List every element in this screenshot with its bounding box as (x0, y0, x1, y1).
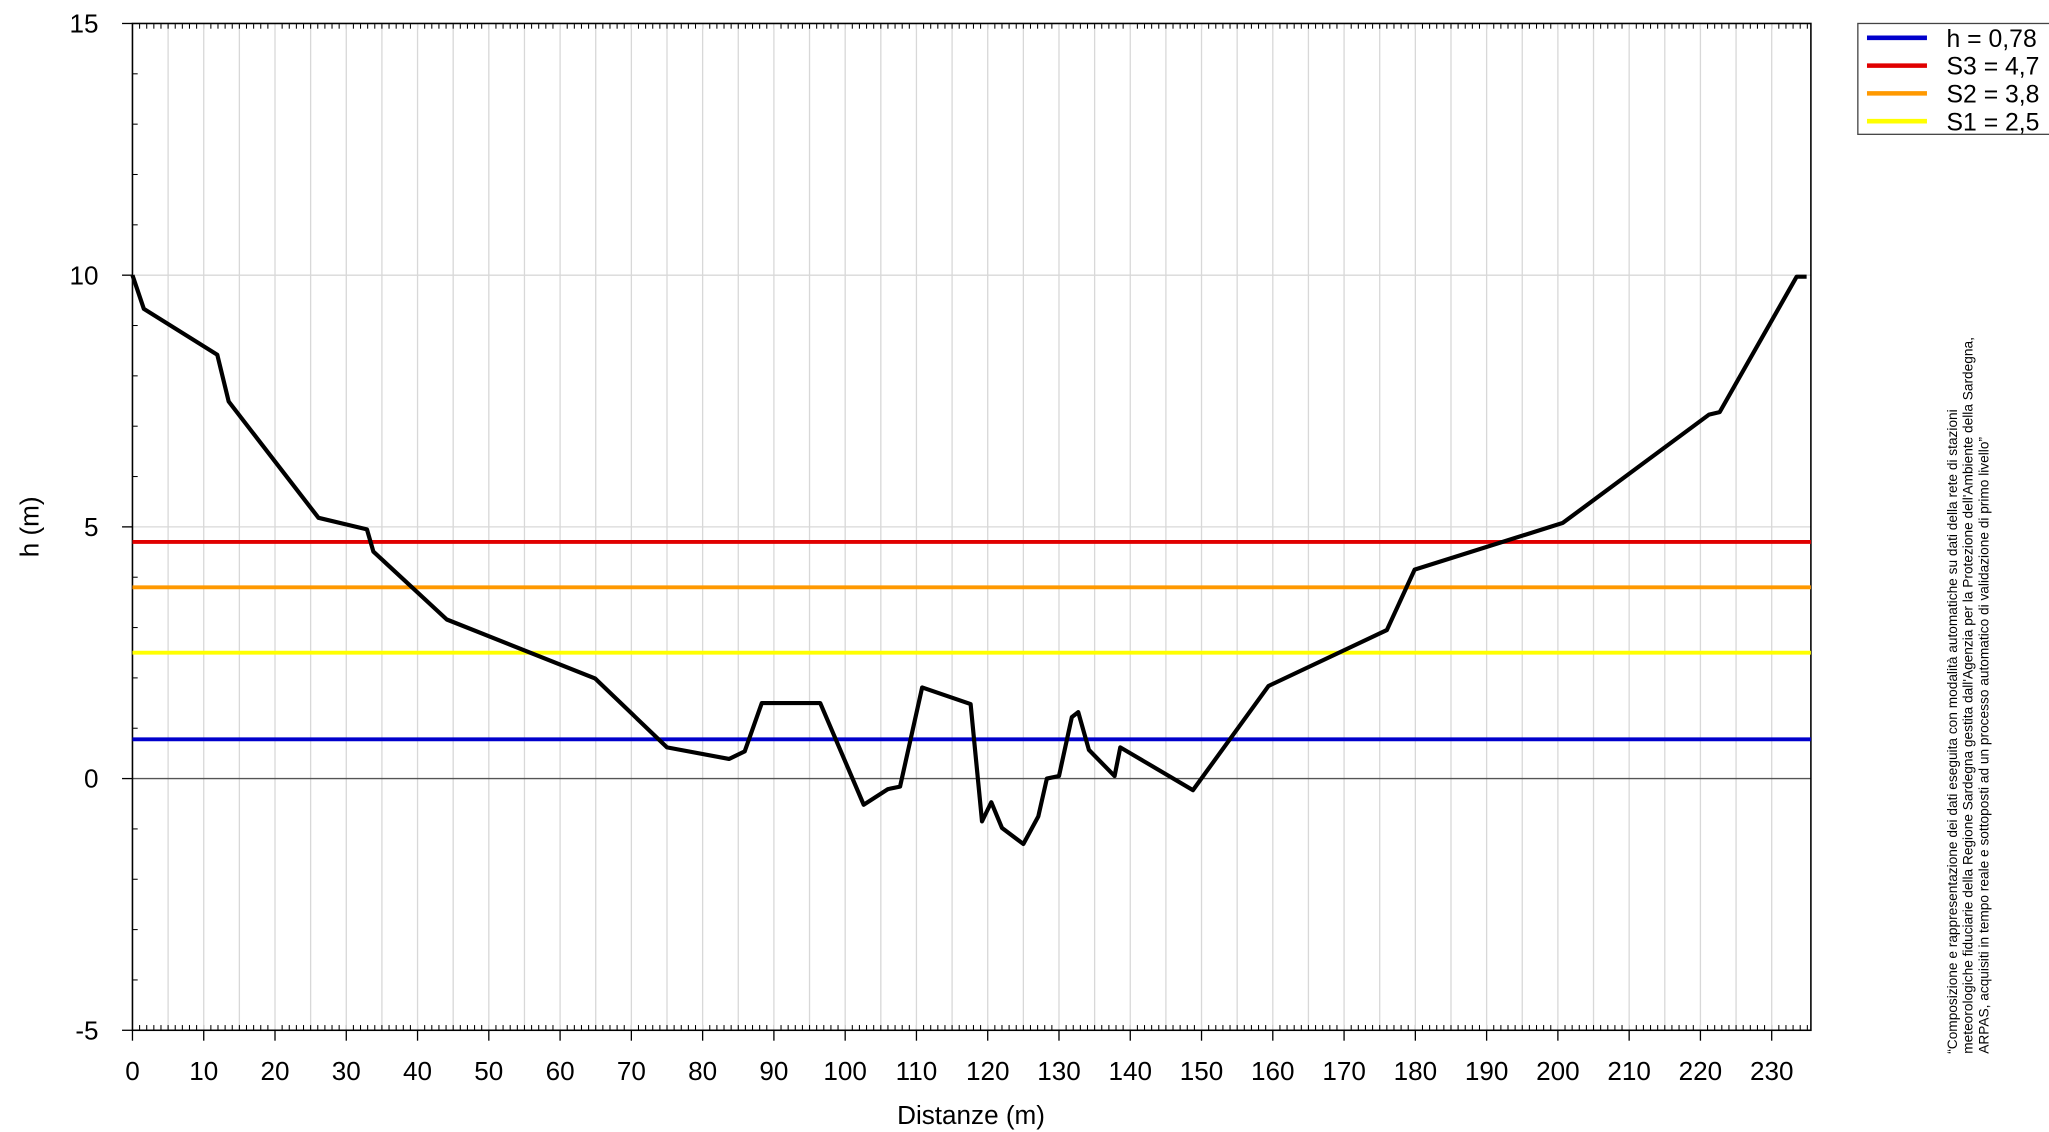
x-tick-label: 80 (688, 1056, 717, 1086)
x-tick-label: 110 (896, 1056, 938, 1086)
x-tick-label: 160 (1251, 1056, 1295, 1086)
x-tick-label: 200 (1536, 1056, 1580, 1086)
legend-label: S1 = 2,5 (1947, 109, 2040, 136)
y-tick-label: 10 (70, 260, 99, 290)
x-tick-label: 150 (1180, 1056, 1224, 1086)
note-line: meteorologiche fiduciarie della Regione … (1961, 337, 1976, 1054)
legend-label: h = 0,78 (1947, 26, 2037, 53)
x-tick-label: 130 (1037, 1056, 1081, 1086)
y-tick-label: -5 (75, 1015, 98, 1045)
legend-label: S3 = 4,7 (1947, 54, 2040, 81)
x-tick-label: 180 (1394, 1056, 1438, 1086)
x-tick-label: 140 (1109, 1056, 1153, 1086)
x-tick-label: 10 (189, 1056, 218, 1086)
note-line: “Composizione e rappresentazione dei dat… (1945, 409, 1960, 1053)
x-tick-label: 50 (474, 1056, 503, 1086)
y-axis-label: h (m) (15, 496, 45, 557)
profile-line (130, 274, 1807, 847)
x-tick-label: 70 (617, 1056, 646, 1086)
x-tick-label: 230 (1750, 1056, 1794, 1086)
x-tick-label: 170 (1322, 1056, 1366, 1086)
note-line: ARPAS, acquisiti in tempo reale e sottop… (1976, 437, 1991, 1054)
x-tick-label: 90 (759, 1056, 788, 1086)
y-tick-label: 15 (70, 9, 99, 39)
x-tick-label: 30 (332, 1056, 361, 1086)
legend-label: S2 = 3,8 (1947, 82, 2040, 109)
x-tick-label: 210 (1607, 1056, 1651, 1086)
y-tick-label: 0 (84, 764, 99, 794)
x-tick-label: 100 (823, 1056, 867, 1086)
x-tick-label: 60 (546, 1056, 575, 1086)
x-tick-label: 40 (403, 1056, 432, 1086)
x-tick-label: 220 (1679, 1056, 1723, 1086)
x-axis-label: Distanze (m) (897, 1100, 1045, 1130)
x-tick-label: 190 (1465, 1056, 1509, 1086)
legend-box (1857, 22, 2049, 135)
x-tick-label: 0 (125, 1056, 140, 1086)
y-tick-label: 5 (84, 512, 99, 542)
x-tick-label: 20 (260, 1056, 289, 1086)
plot-frame (131, 22, 1812, 1032)
x-tick-label: 120 (966, 1056, 1010, 1086)
